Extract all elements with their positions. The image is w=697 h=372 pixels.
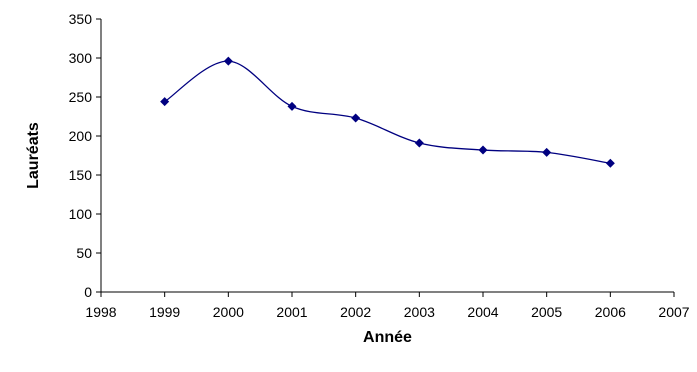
y-tick-label: 300 (69, 50, 93, 66)
y-tick-label: 250 (69, 89, 93, 105)
x-tick-label: 1999 (149, 304, 180, 320)
data-point (605, 158, 615, 168)
y-tick-label: 200 (69, 128, 93, 144)
data-point (223, 56, 233, 66)
data-point (478, 145, 488, 155)
x-tick-label: 2005 (531, 304, 562, 320)
x-tick-label: 2002 (340, 304, 371, 320)
y-tick-label: 100 (69, 206, 93, 222)
x-tick-label: 2006 (595, 304, 626, 320)
data-point (160, 97, 170, 107)
x-tick-label: 1998 (85, 304, 116, 320)
y-tick-label: 0 (84, 284, 92, 300)
y-tick-label: 150 (69, 167, 93, 183)
y-tick-label: 50 (76, 245, 92, 261)
x-tick-label: 2004 (467, 304, 498, 320)
data-point (542, 147, 552, 157)
y-axis-title: Lauréats (25, 122, 42, 189)
data-point (414, 138, 424, 148)
x-tick-label: 2001 (276, 304, 307, 320)
x-tick-label: 2007 (658, 304, 689, 320)
y-tick-label: 350 (69, 11, 93, 27)
data-point (351, 113, 361, 123)
x-axis-title: Année (363, 329, 412, 346)
x-tick-label: 2000 (213, 304, 244, 320)
data-point (287, 101, 297, 111)
x-axis: 1998 1999 2000 2001 2002 2003 2004 2005 2006 2007 (85, 291, 690, 320)
series (160, 56, 615, 168)
y-axis: 0 50 100 150 200 250 300 350 (69, 11, 102, 300)
x-tick-label: 2003 (404, 304, 435, 320)
series-line (164, 60, 611, 164)
